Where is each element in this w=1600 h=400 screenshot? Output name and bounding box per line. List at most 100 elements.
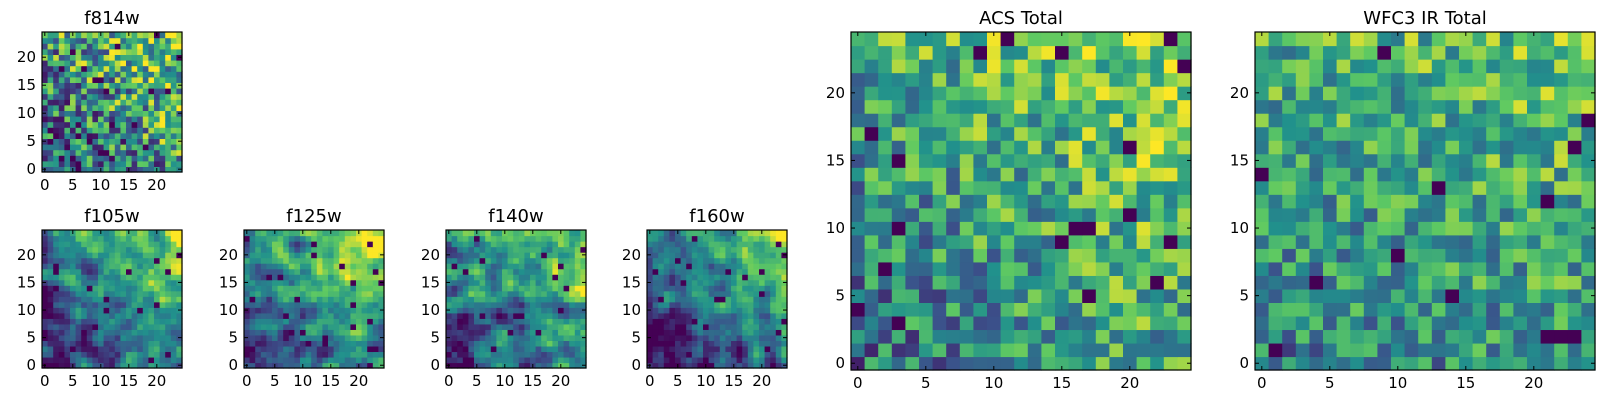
heatmap-cell <box>1282 248 1297 263</box>
heatmap-cell <box>1268 302 1283 317</box>
heatmap-cell <box>1041 59 1056 74</box>
heatmap-cell <box>120 166 127 173</box>
heatmap-cell <box>159 144 166 151</box>
y-tick-label: 15 <box>421 273 440 291</box>
heatmap-cell <box>70 99 77 106</box>
heatmap-cell <box>675 296 682 303</box>
heatmap-cell <box>1499 99 1514 114</box>
heatmap-cell <box>42 76 49 83</box>
heatmap-cell <box>1123 180 1138 195</box>
heatmap-cell <box>322 351 329 358</box>
heatmap-cell <box>81 60 88 67</box>
heatmap-cell <box>53 99 60 106</box>
heatmap-cell <box>742 268 749 275</box>
heatmap-cell <box>1391 140 1406 155</box>
heatmap-cell <box>1391 153 1406 168</box>
heatmap-cell <box>1418 86 1433 101</box>
heatmap-cell <box>58 301 65 308</box>
heatmap-cell <box>1391 194 1406 209</box>
heatmap-cell <box>764 230 771 237</box>
heatmap-cell <box>1014 59 1029 74</box>
heatmap-cell <box>75 32 82 39</box>
heatmap-cell <box>675 301 682 308</box>
heatmap-cell <box>1095 275 1110 290</box>
heatmap-cell <box>170 268 177 275</box>
heatmap-cell <box>367 356 374 364</box>
y-tick-label: 15 <box>1230 151 1249 169</box>
heatmap-cell <box>148 160 155 167</box>
heatmap-cell <box>1041 288 1056 303</box>
heatmap-cell <box>1323 126 1338 141</box>
heatmap-cell <box>1255 86 1270 101</box>
heatmap-cell <box>919 153 934 168</box>
heatmap-cell <box>1391 221 1406 236</box>
heatmap-cell <box>658 241 665 248</box>
heatmap-cell <box>747 263 754 270</box>
heatmap-cell <box>658 318 665 325</box>
heatmap-cell <box>109 263 116 270</box>
heatmap-cell <box>747 257 754 264</box>
heatmap-cell <box>719 257 726 264</box>
heatmap-cell <box>266 323 273 330</box>
heatmap-cell <box>569 329 576 336</box>
heatmap-cell <box>1268 275 1283 290</box>
heatmap-cell <box>53 71 60 78</box>
heatmap-cell <box>851 45 866 60</box>
heatmap-cell <box>468 268 475 275</box>
heatmap-cell <box>249 296 256 303</box>
heatmap-cell <box>165 246 172 253</box>
heatmap-cell <box>457 290 464 297</box>
heatmap-cell <box>260 318 267 325</box>
heatmap-cell <box>305 318 312 325</box>
heatmap-cell <box>170 318 177 325</box>
heatmap-cell <box>311 356 318 364</box>
heatmap-cell <box>490 274 497 281</box>
heatmap-cell <box>159 155 166 162</box>
heatmap-cell <box>64 65 71 72</box>
heatmap-cell <box>47 362 54 369</box>
heatmap-cell <box>266 268 273 275</box>
heatmap-cell <box>154 110 161 117</box>
heatmap-cell <box>479 235 486 242</box>
heatmap-cell <box>1068 32 1083 47</box>
heatmap-cell <box>58 318 65 325</box>
heatmap-cell <box>142 279 149 286</box>
heatmap-cell <box>1486 315 1501 331</box>
heatmap-cell <box>932 315 947 331</box>
heatmap-cell <box>658 279 665 286</box>
heatmap-cell <box>277 307 284 314</box>
heatmap-cell <box>1255 248 1270 263</box>
heatmap-cell <box>109 48 116 55</box>
heatmap-cell <box>1000 342 1015 358</box>
heatmap-cell <box>1377 45 1392 60</box>
heatmap-cell <box>58 235 65 242</box>
heatmap-cell <box>541 235 548 242</box>
heatmap-cell <box>1350 72 1365 87</box>
heatmap-cell <box>1527 45 1542 60</box>
heatmap-cell <box>1000 356 1015 371</box>
heatmap-cell <box>1068 356 1083 371</box>
heatmap-cell <box>457 307 464 314</box>
heatmap-cell <box>137 263 144 270</box>
heatmap-cell <box>328 318 335 325</box>
x-tick-label: 5 <box>673 372 683 390</box>
heatmap-cell <box>1350 275 1365 290</box>
heatmap-cell <box>1377 99 1392 114</box>
heatmap-cell <box>891 194 906 209</box>
heatmap-cell <box>1540 86 1555 101</box>
heatmap-cell <box>1472 288 1487 303</box>
heatmap-cell <box>731 301 738 308</box>
heatmap-cell <box>1513 356 1528 371</box>
heatmap-cell <box>1363 99 1378 114</box>
heatmap-cell <box>70 110 77 117</box>
heatmap-cell <box>878 180 893 195</box>
heatmap-cell <box>1540 113 1555 128</box>
heatmap-cell <box>137 166 144 173</box>
heatmap-cell <box>109 121 116 128</box>
heatmap-cell <box>535 241 542 248</box>
heatmap-cell <box>932 302 947 317</box>
heatmap-cell <box>81 285 88 292</box>
heatmap-cell <box>249 241 256 248</box>
heatmap-cell <box>725 268 732 275</box>
heatmap-cell <box>524 329 531 336</box>
